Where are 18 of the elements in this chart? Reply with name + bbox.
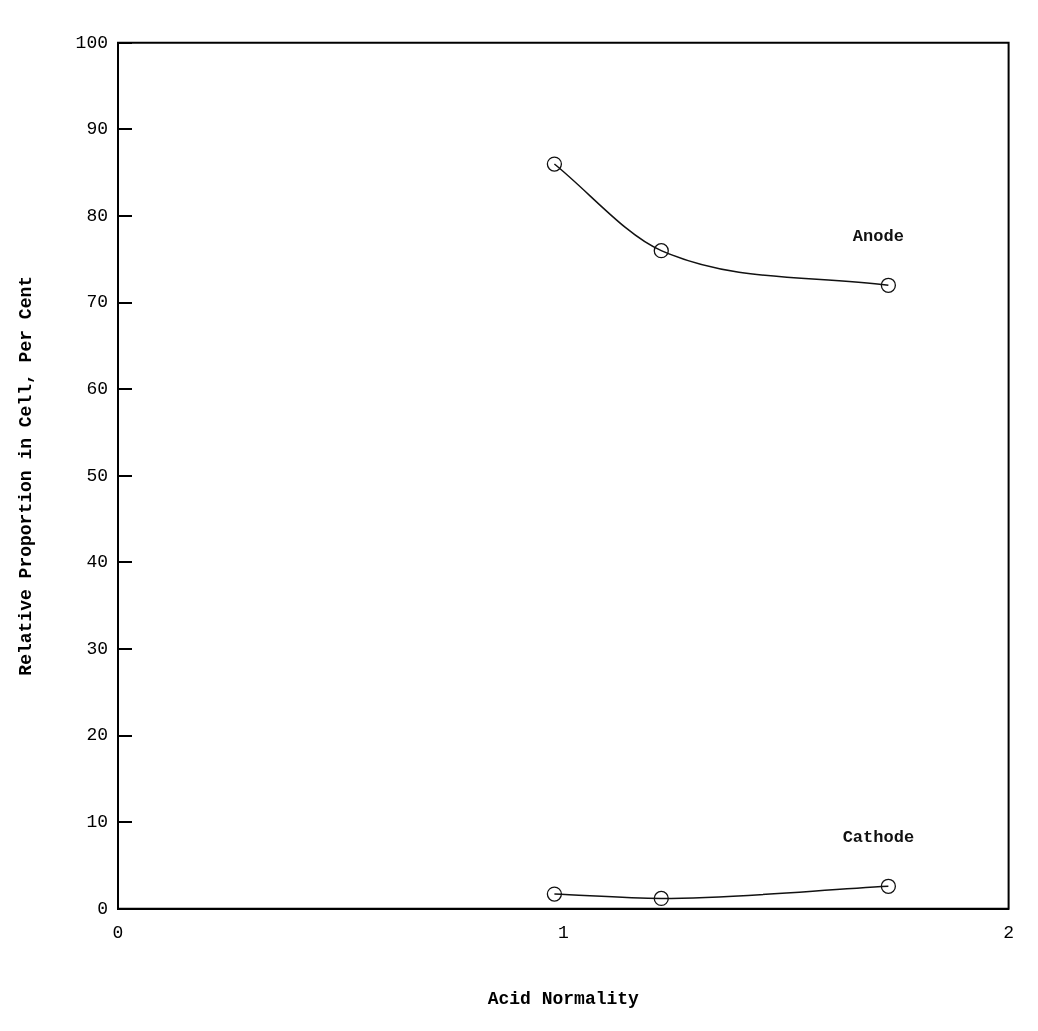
y-tick-label: 40 [86,552,109,573]
y-tick-label: 80 [86,205,109,226]
y-tick-label: 100 [75,32,109,53]
y-tick-label: 0 [97,898,109,919]
y-tick-label: 20 [86,725,109,746]
y-tick-label: 90 [86,119,109,140]
y-tick-label: 50 [86,465,109,486]
x-axis-title: Acid Normality [487,988,640,1009]
y-axis-title: Relative Proportion in Cell, Per Cent [16,275,37,676]
x-tick-label: 0 [112,923,124,944]
x-tick-label: 2 [1003,923,1015,944]
y-tick-label: 10 [86,811,109,832]
x-tick-label: 1 [557,923,569,944]
y-tick-label: 70 [86,292,109,313]
text: Cathode [842,828,915,848]
y-tick-label: 30 [86,638,109,659]
text: Anode [852,227,904,247]
y-tick-label: 60 [86,378,109,399]
